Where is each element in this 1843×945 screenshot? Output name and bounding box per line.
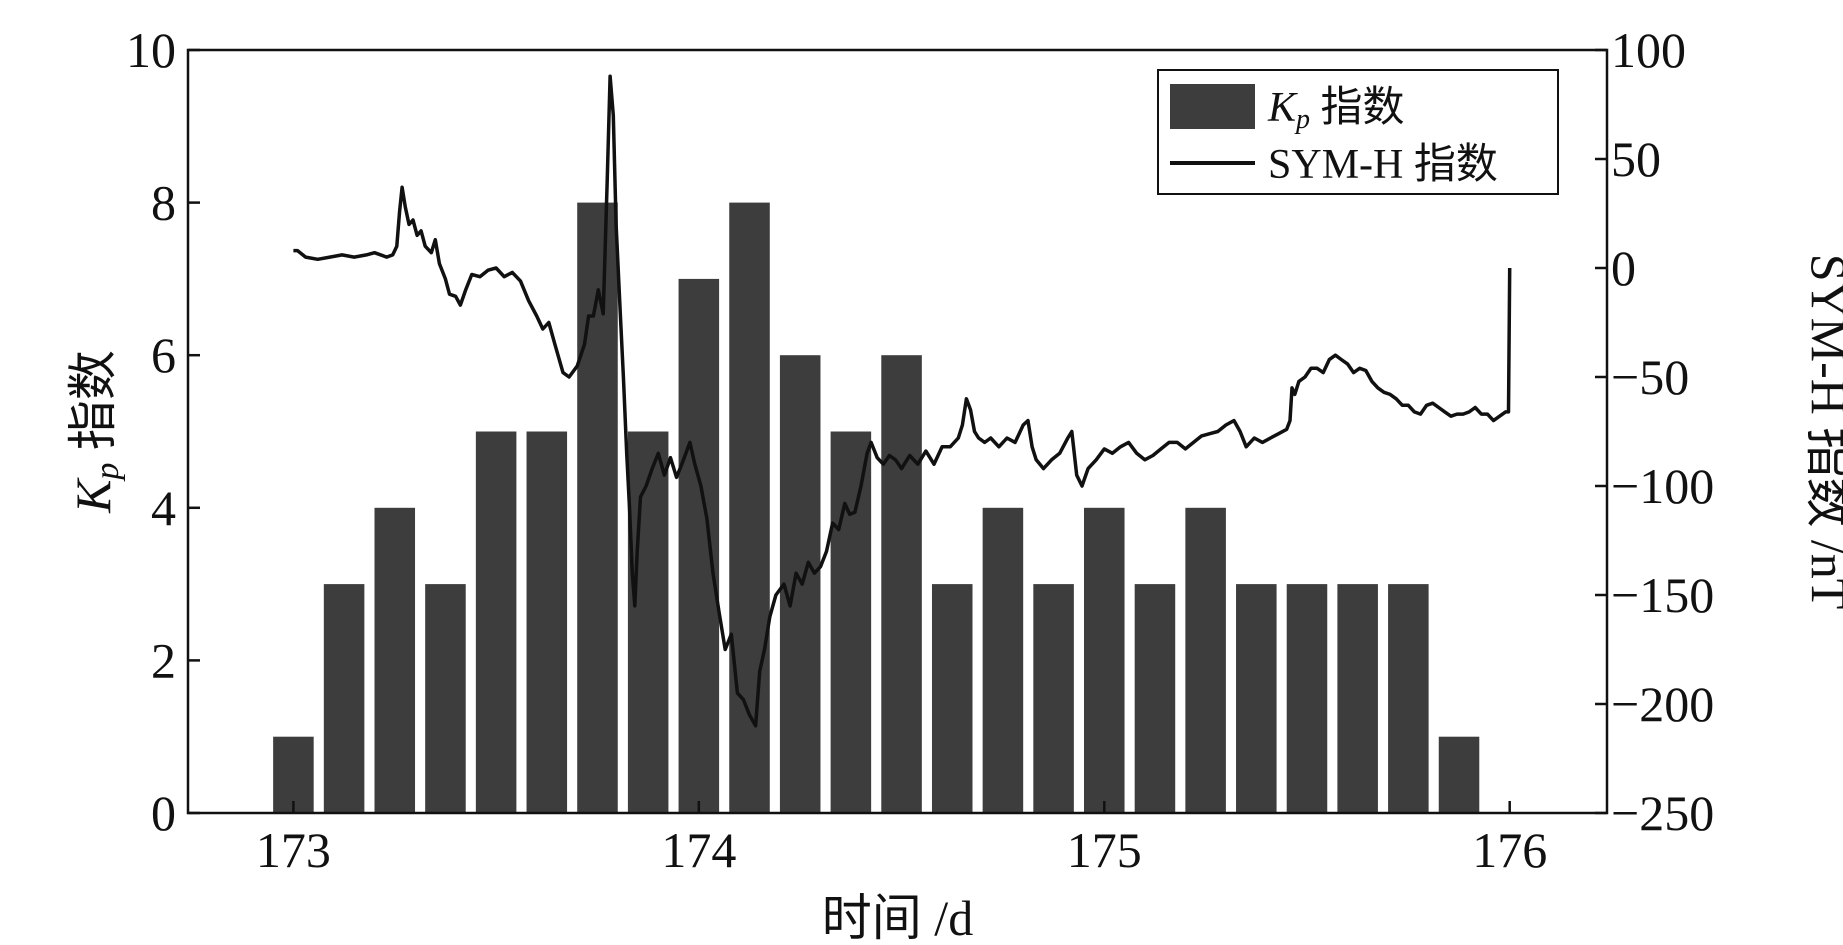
left-y-tick-label: 6 xyxy=(151,327,176,383)
left-y-axis: 0 2 4 6 8 10 xyxy=(126,22,200,841)
sym-h-line xyxy=(293,74,1512,728)
x-tick-label: 173 xyxy=(256,822,331,878)
legend-label-sym-h: SYM-H 指数 xyxy=(1268,142,1498,188)
right-y-tick-label: −150 xyxy=(1611,567,1714,623)
right-y-axis: −250 −200 −150 −100 −50 0 50 100 xyxy=(1595,22,1714,841)
right-y-tick-label: −200 xyxy=(1611,676,1714,732)
right-y-tick-label: 50 xyxy=(1611,131,1661,187)
kp-bar xyxy=(627,431,669,813)
right-y-tick-label: −50 xyxy=(1611,349,1689,405)
kp-bar xyxy=(1033,584,1074,813)
kp-bar xyxy=(729,202,770,814)
kp-bar xyxy=(982,507,1024,813)
left-y-label-sub: p xyxy=(89,463,126,482)
kp-bar xyxy=(1185,507,1226,813)
kp-bar xyxy=(526,431,568,813)
kp-bar xyxy=(1083,507,1125,813)
left-y-tick-label: 0 xyxy=(151,785,176,841)
x-axis-label: 时间 /d xyxy=(822,890,973,945)
left-y-tick-label: 2 xyxy=(151,632,176,688)
right-y-axis-label: SYM-H 指数 /nT xyxy=(1801,254,1843,610)
x-tick-label: 175 xyxy=(1067,822,1142,878)
left-y-axis-label: Kp 指数 xyxy=(65,350,126,514)
kp-bar xyxy=(1388,584,1429,813)
legend: Kp 指数 SYM-H 指数 xyxy=(1157,69,1559,195)
kp-bar xyxy=(1286,584,1328,813)
kp-bar xyxy=(1337,584,1378,813)
kp-bar xyxy=(1438,736,1480,813)
left-y-tick-label: 4 xyxy=(151,480,176,536)
kp-bar xyxy=(881,355,922,813)
kp-bar xyxy=(425,584,466,813)
left-y-label-var: K xyxy=(65,477,121,514)
legend-bar-swatch xyxy=(1170,84,1255,129)
right-y-tick-label: 0 xyxy=(1611,240,1636,296)
kp-bar xyxy=(374,507,416,813)
kp-bar xyxy=(1236,584,1277,813)
right-y-tick-label: −250 xyxy=(1611,785,1714,841)
x-axis: 173 174 175 176 xyxy=(256,801,1547,878)
kp-bars xyxy=(273,202,1480,814)
plot-frame xyxy=(186,48,1609,815)
kp-bar xyxy=(830,431,872,813)
kp-bar xyxy=(475,431,517,813)
right-y-tick-label: −100 xyxy=(1611,458,1714,514)
legend-label-kp: Kp 指数 xyxy=(1267,85,1405,135)
left-y-tick-label: 10 xyxy=(126,22,176,78)
kp-bar xyxy=(577,202,618,814)
sym-h-line-group xyxy=(293,74,1512,728)
x-tick-label: 176 xyxy=(1472,822,1547,878)
x-tick-label: 174 xyxy=(661,822,736,878)
left-y-label-suffix: 指数 xyxy=(65,350,121,463)
kp-bar xyxy=(931,584,973,813)
kp-bar xyxy=(678,278,720,813)
kp-bar xyxy=(273,736,314,813)
kp-bar xyxy=(323,584,365,813)
kp-bar xyxy=(1134,584,1176,813)
right-y-tick-label: 100 xyxy=(1611,22,1686,78)
left-y-tick-label: 8 xyxy=(151,175,176,231)
